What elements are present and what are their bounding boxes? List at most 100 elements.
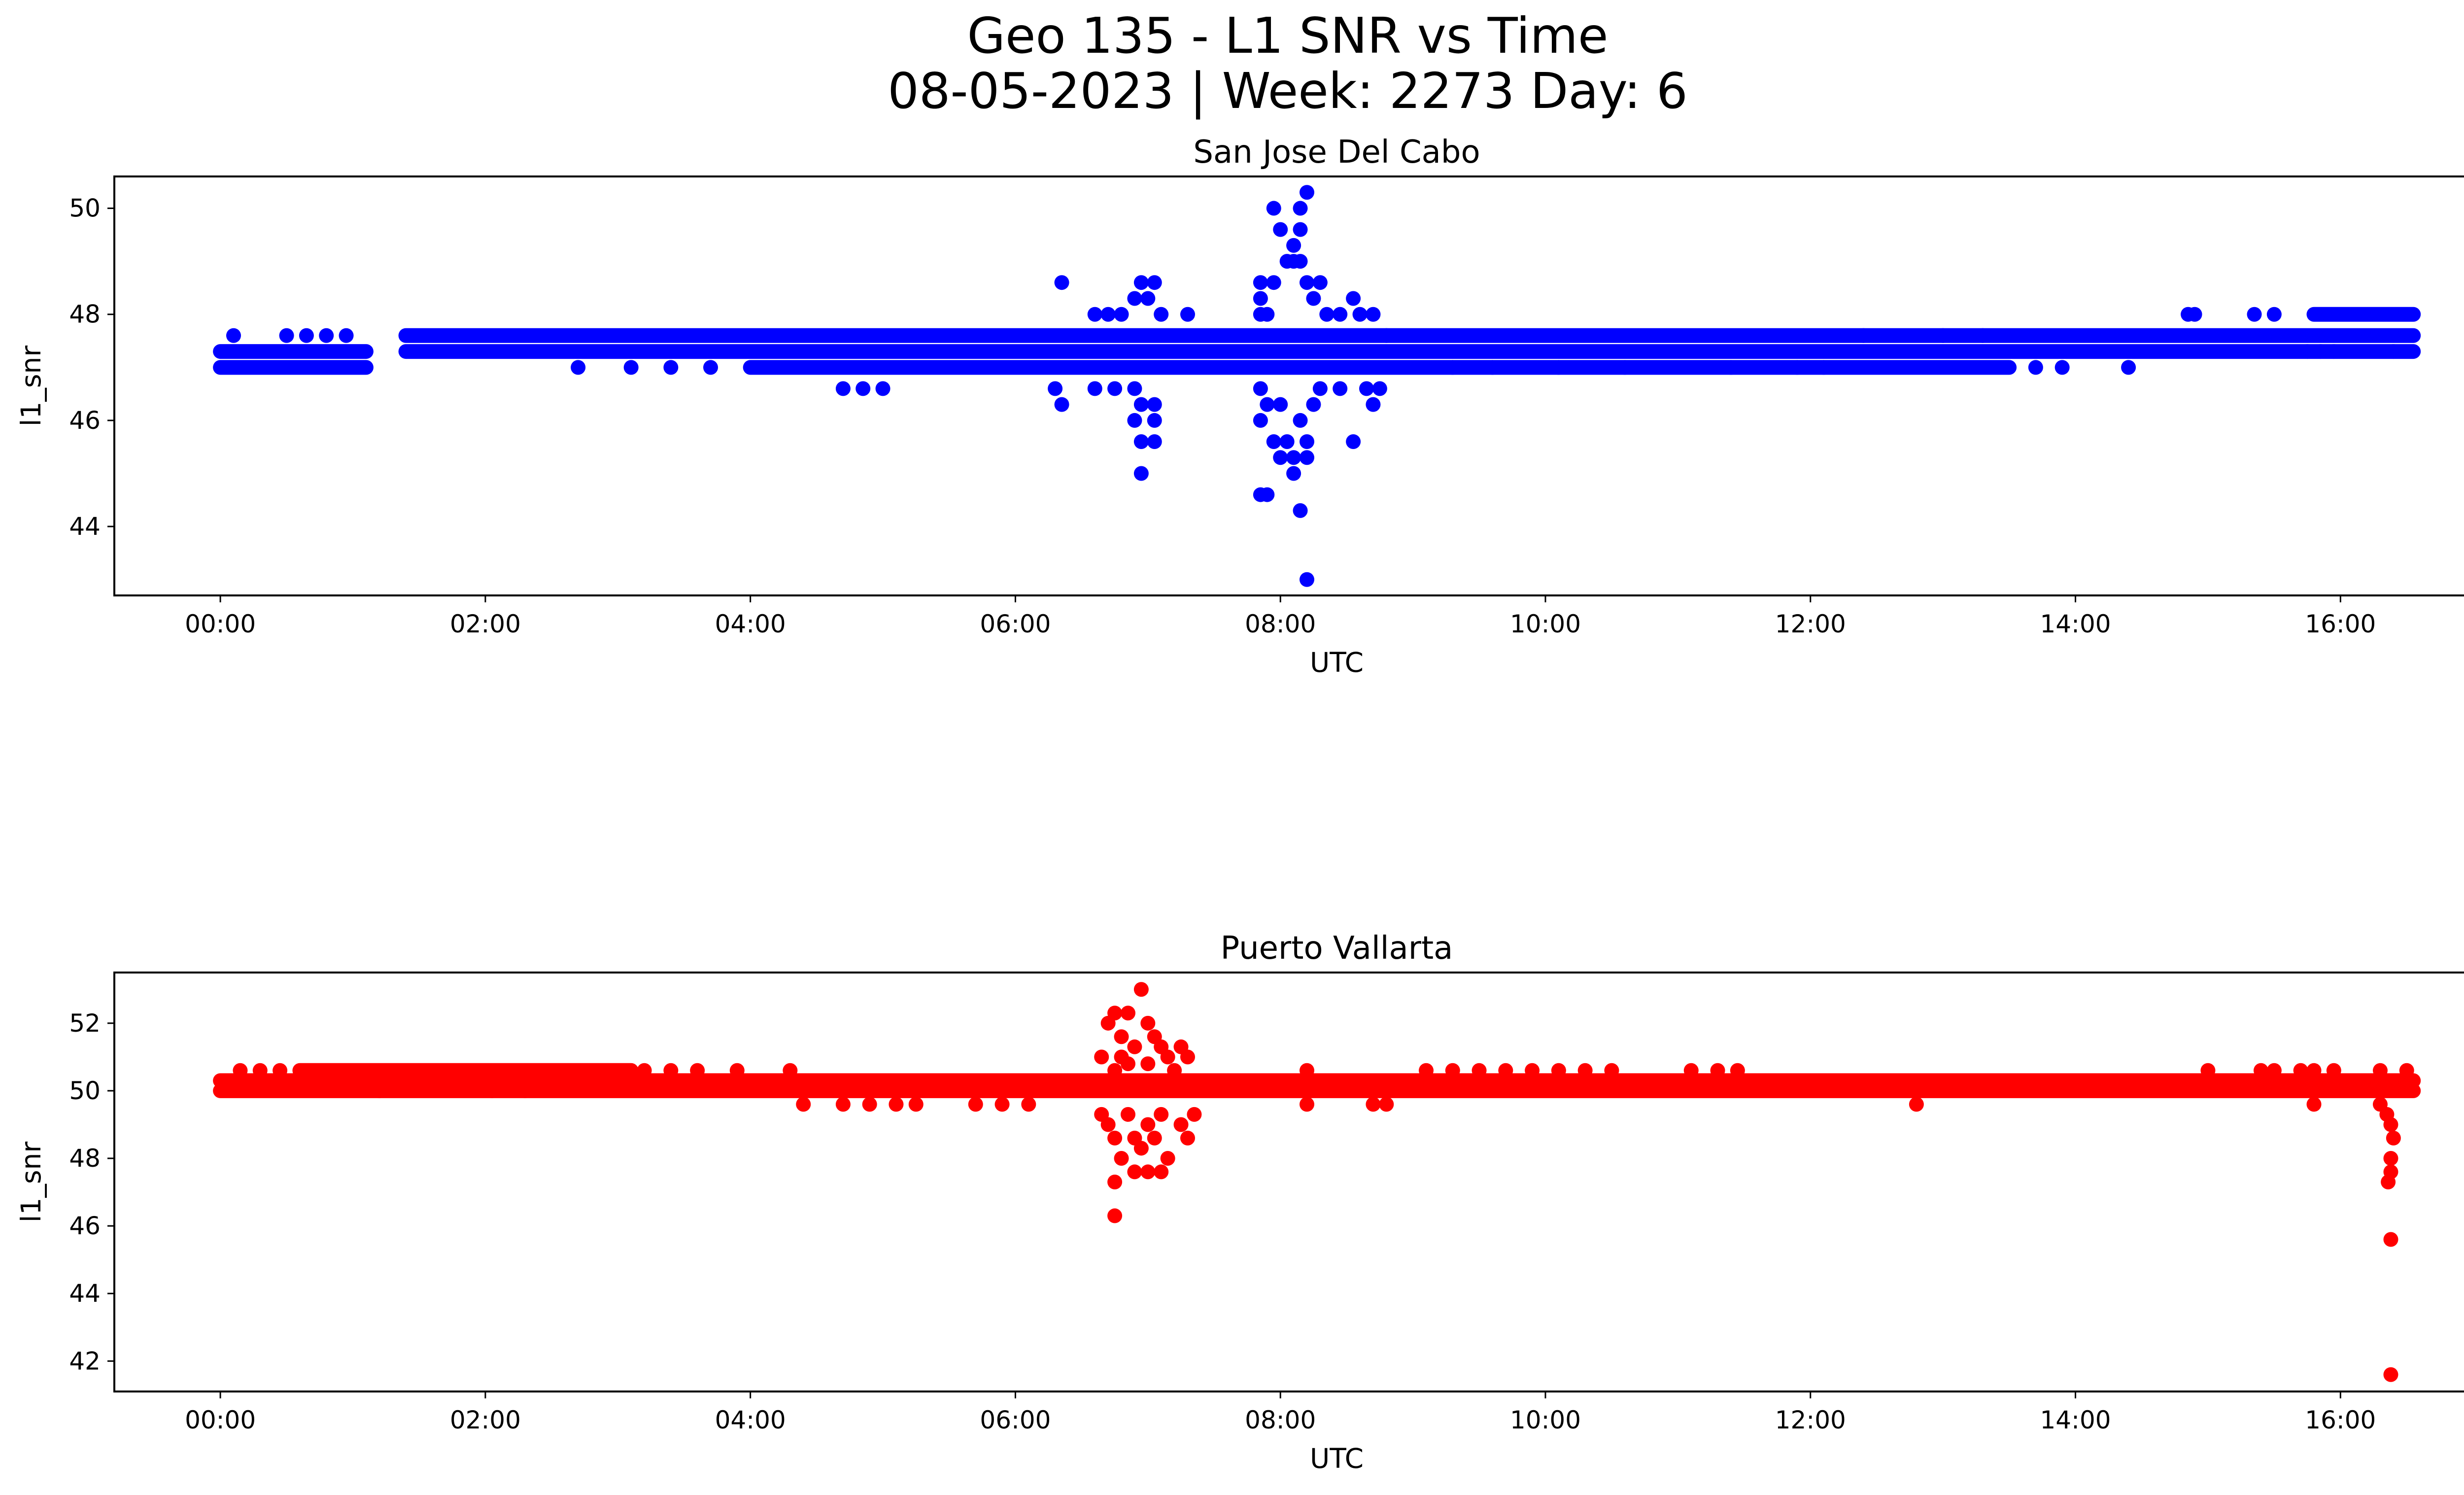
scatter-point — [1266, 434, 1281, 449]
scatter-point — [2383, 1151, 2398, 1166]
y-tick-label: 48 — [69, 300, 101, 329]
scatter-point — [1140, 291, 1156, 306]
scatter-point — [1683, 1063, 1699, 1078]
scatter-point — [690, 1063, 705, 1078]
scatter-point — [517, 1083, 533, 1098]
scatter-point — [1253, 413, 1268, 428]
scatter-point — [856, 381, 871, 396]
scatter-point — [1114, 1151, 1129, 1166]
scatter-point — [2386, 344, 2401, 359]
x-tick-label: 16:00 — [2305, 610, 2376, 638]
scatter-point — [2293, 1063, 2308, 1078]
scatter-point — [1147, 434, 1162, 449]
scatter-point — [1286, 238, 1301, 253]
x-tick-label: 12:00 — [1775, 610, 1846, 638]
subplot-1: 00:00 02:00 04:00 06:00 08:00 10:00 12:00 14:00… — [15, 134, 2464, 678]
y-axis-label: l1_snr — [15, 1142, 47, 1222]
scatter-point — [1372, 381, 1387, 396]
scatter-band — [398, 328, 2421, 343]
scatter-point — [1087, 307, 1102, 322]
scatter-point — [2383, 1117, 2398, 1132]
scatter-point — [2306, 1063, 2322, 1078]
scatter-band — [2306, 307, 2421, 322]
scatter-point — [1127, 1039, 1142, 1054]
x-tick-label: 02:00 — [450, 610, 521, 638]
scatter-point — [2383, 1367, 2398, 1382]
scatter-point — [1121, 1006, 1135, 1021]
scatter-point — [835, 381, 851, 396]
scatter-point — [1133, 397, 1149, 412]
scatter-point — [1300, 572, 1314, 587]
scatter-point — [1266, 275, 1281, 290]
y-tick-label: 46 — [69, 1212, 101, 1240]
scatter-point — [279, 328, 294, 343]
y-axis-label: l1_snr — [15, 346, 47, 426]
x-axis-label: UTC — [1310, 1443, 1364, 1474]
scatter-point — [1154, 307, 1169, 322]
scatter-point — [729, 1063, 745, 1078]
scatter-point — [1286, 466, 1301, 481]
scatter-point — [1054, 275, 1069, 290]
scatter-point — [1160, 1151, 1175, 1166]
scatter-point — [1180, 1049, 1195, 1065]
scatter-point — [1525, 1063, 1540, 1078]
scatter-point — [1975, 328, 1990, 343]
scatter-point — [968, 1097, 983, 1112]
scatter-point — [2247, 307, 2262, 322]
scatter-point — [1306, 397, 1321, 412]
scatter-point — [1293, 503, 1308, 518]
scatter-point — [1173, 1117, 1189, 1132]
scatter-point — [2326, 1063, 2341, 1078]
scatter-points — [213, 185, 2421, 587]
scatter-point — [1909, 1097, 1924, 1112]
y-tick-label: 44 — [69, 1279, 101, 1308]
x-tick-label: 06:00 — [980, 610, 1051, 638]
scatter-point — [1485, 360, 1500, 375]
scatter-point — [1253, 275, 1268, 290]
scatter-point — [1167, 1063, 1182, 1078]
figure-title: Geo 135 - L1 SNR vs Time — [967, 7, 1608, 65]
x-tick-label: 10:00 — [1510, 1406, 1581, 1434]
scatter-point — [1154, 1107, 1169, 1122]
scatter-point — [273, 1063, 288, 1078]
scatter-point — [1054, 397, 1069, 412]
scatter-point — [1127, 1164, 1142, 1180]
scatter-point — [1293, 413, 1308, 428]
scatter-point — [1121, 1056, 1135, 1072]
scatter-point — [1273, 397, 1288, 412]
scatter-point — [1107, 1006, 1123, 1021]
x-tick-label: 02:00 — [450, 1406, 521, 1434]
scatter-point — [1312, 275, 1328, 290]
y-tick-label: 52 — [69, 1009, 101, 1038]
scatter-point — [1087, 381, 1102, 396]
scatter-point — [299, 328, 314, 343]
scatter-point — [1300, 1063, 1314, 1078]
scatter-point — [1107, 1130, 1123, 1146]
scatter-point — [1293, 201, 1308, 216]
scatter-point — [1133, 466, 1149, 481]
scatter-point — [1253, 381, 1268, 396]
scatter-point — [1160, 1049, 1175, 1065]
scatter-point — [1107, 1208, 1123, 1223]
scatter-point — [1346, 291, 1361, 306]
x-tick-label: 04:00 — [715, 1406, 786, 1434]
scatter-point — [1730, 1063, 1745, 1078]
subplot-title: Puerto Vallarta — [1221, 930, 1453, 967]
scatter-point — [1379, 1097, 1394, 1112]
scatter-point — [623, 360, 639, 375]
scatter-point — [1710, 1063, 1725, 1078]
y-tick-label: 48 — [69, 1144, 101, 1173]
scatter-point — [1140, 1056, 1156, 1072]
scatter-point — [796, 1097, 811, 1112]
scatter-point — [1133, 434, 1149, 449]
scatter-band — [398, 344, 2421, 359]
x-tick-label: 00:00 — [185, 1406, 256, 1434]
scatter-point — [1180, 307, 1195, 322]
scatter-point — [908, 1097, 924, 1112]
y-tick-label: 50 — [69, 1077, 101, 1105]
scatter-point — [1551, 360, 1566, 375]
scatter-point — [994, 1097, 1010, 1112]
scatter-points — [213, 982, 2421, 1382]
scatter-point — [2300, 344, 2315, 359]
scatter-point — [1300, 1097, 1314, 1112]
